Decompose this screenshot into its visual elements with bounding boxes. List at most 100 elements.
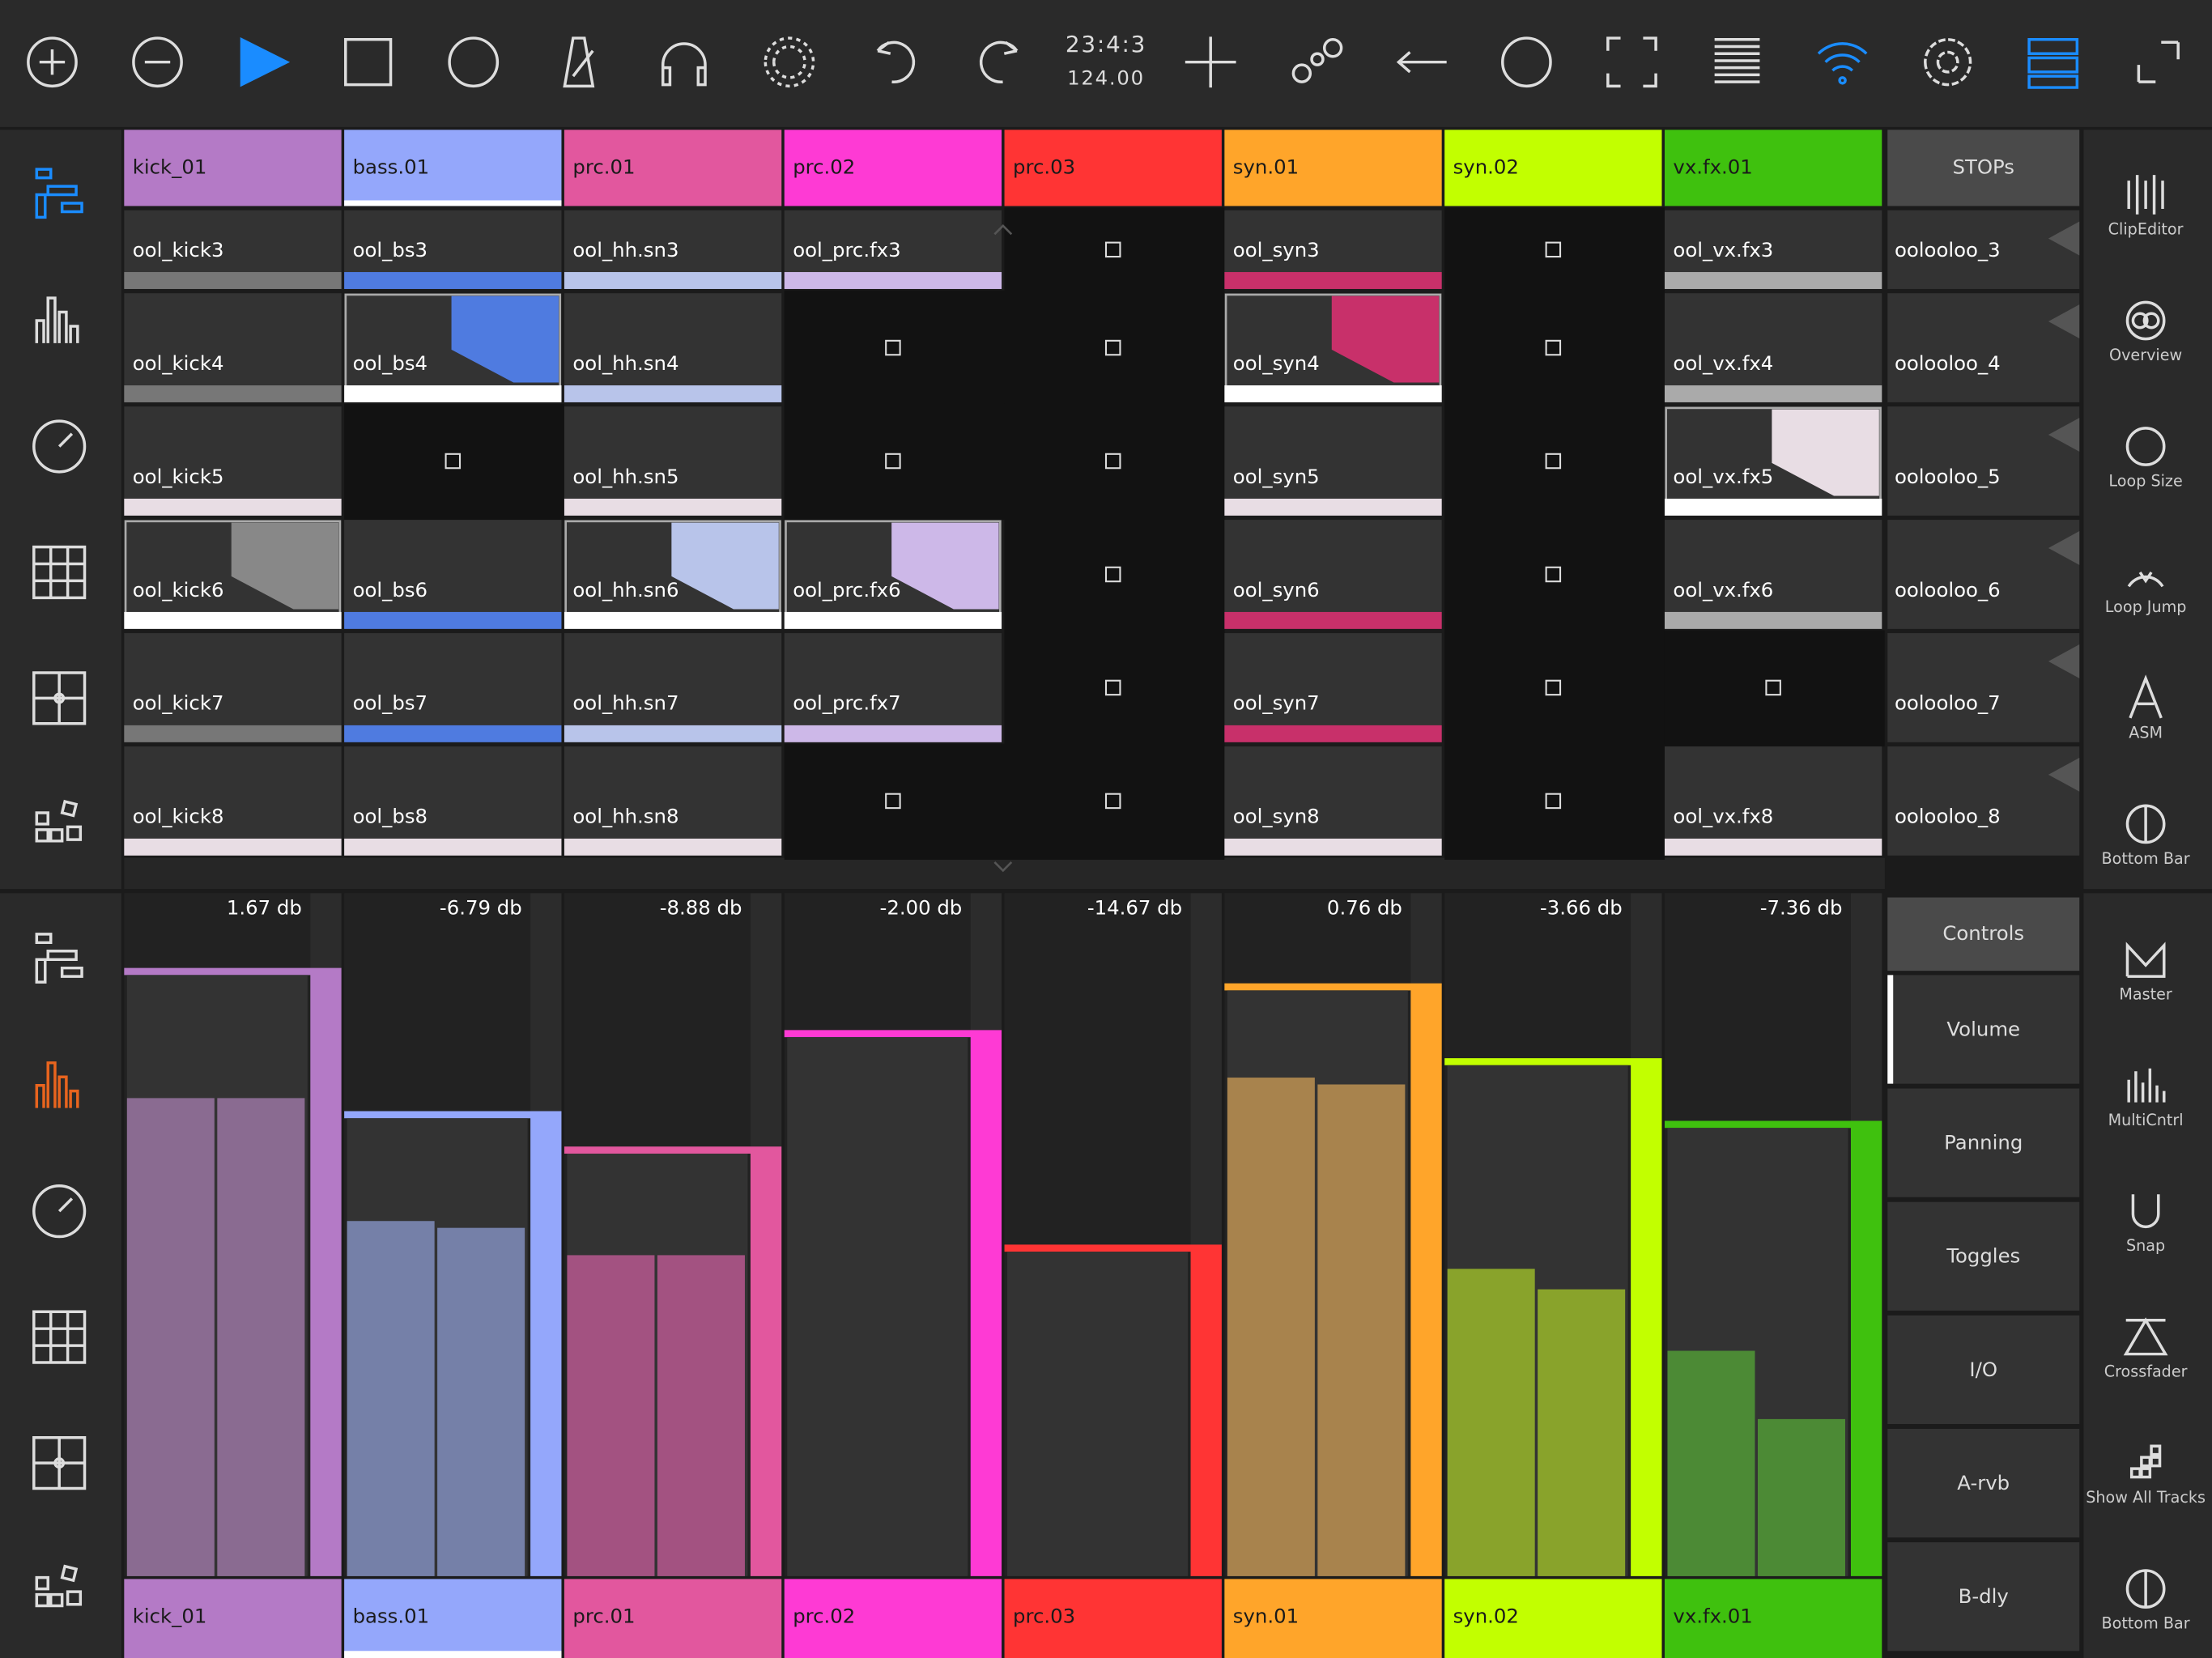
empty-slot[interactable]: [1004, 207, 1225, 294]
track-name[interactable]: syn.01: [1233, 155, 1299, 178]
clip-name[interactable]: ool_hh.sn3: [572, 238, 678, 261]
control-label[interactable]: Panning: [1944, 1131, 2023, 1154]
right-sidebar-icon[interactable]: [2127, 571, 2164, 588]
tempo[interactable]: 124.00: [1067, 66, 1145, 90]
right-sidebar-icon[interactable]: [2125, 804, 2166, 844]
clip-name[interactable]: ool_bs8: [353, 805, 428, 828]
slot-stop-button[interactable]: [1545, 679, 1562, 696]
slot-stop-button[interactable]: [885, 339, 901, 356]
stop-name[interactable]: oolooloo_3: [1895, 238, 2001, 261]
stops-header[interactable]: [1887, 130, 2080, 206]
toolbar-nodes[interactable]: [1291, 38, 1343, 83]
stop-cell[interactable]: [1887, 293, 2080, 402]
clip-name[interactable]: ool_hh.sn4: [572, 351, 678, 375]
right-sidebar-label[interactable]: Loop Size: [2108, 472, 2182, 491]
clip-name[interactable]: ool_hh.sn7: [572, 691, 678, 715]
right-sidebar-icon[interactable]: [2125, 1569, 2166, 1609]
control-label[interactable]: Volume: [1946, 1017, 2020, 1040]
fader[interactable]: [1664, 1120, 1882, 1576]
fader[interactable]: [784, 1030, 1002, 1576]
controls-header[interactable]: [1887, 897, 2080, 971]
sidebar-xy-view[interactable]: [32, 1436, 87, 1490]
slot-stop-button[interactable]: [1104, 241, 1121, 258]
clip-name[interactable]: ool_kick6: [133, 578, 224, 602]
track-header[interactable]: [784, 130, 1002, 206]
track-header[interactable]: [1004, 130, 1222, 206]
track-header[interactable]: [124, 130, 342, 206]
toolbar-list[interactable]: [1714, 38, 1760, 83]
clip-name[interactable]: ool_bs4: [353, 351, 428, 375]
stop-cell[interactable]: [1887, 746, 2080, 856]
right-sidebar-label[interactable]: ClipEditor: [2108, 220, 2184, 239]
right-sidebar-label[interactable]: Loop Jump: [2105, 597, 2187, 616]
stop-name[interactable]: oolooloo_5: [1895, 465, 2001, 488]
clip-name[interactable]: ool_prc.fx7: [793, 691, 900, 715]
control-button[interactable]: [1887, 1428, 2080, 1538]
clip[interactable]: [564, 406, 782, 516]
stop-arrow[interactable]: [2048, 304, 2080, 338]
track-footer[interactable]: [564, 1579, 782, 1658]
sidebar-dial-view[interactable]: [32, 419, 87, 474]
clip-name[interactable]: ool_kick5: [133, 465, 224, 488]
sidebar-scatter-view[interactable]: [35, 799, 83, 843]
clip-name[interactable]: ool_kick7: [133, 691, 224, 715]
clip[interactable]: [344, 746, 562, 856]
right-sidebar-label[interactable]: Snap: [2126, 1236, 2165, 1255]
clip-name[interactable]: ool_kick8: [133, 805, 224, 828]
track-name[interactable]: prc.02: [793, 155, 855, 178]
toolbar-headphones[interactable]: [661, 42, 707, 87]
clip[interactable]: [1664, 520, 1882, 629]
track-name[interactable]: prc.01: [572, 155, 635, 178]
empty-slot[interactable]: [1444, 207, 1665, 294]
control-label[interactable]: Toggles: [1946, 1244, 2020, 1268]
clip-name[interactable]: ool_vx.fx8: [1673, 805, 1773, 828]
control-label[interactable]: A-rvb: [1957, 1471, 2010, 1494]
clip[interactable]: [1224, 520, 1442, 629]
clip-name[interactable]: ool_kick3: [133, 238, 224, 261]
clip[interactable]: [564, 633, 782, 742]
toolbar-play[interactable]: [240, 36, 291, 87]
sidebar-tracks-view[interactable]: [35, 933, 83, 984]
empty-slot[interactable]: [1004, 630, 1225, 747]
stop-arrow[interactable]: [2048, 757, 2080, 792]
toolbar-back[interactable]: [1396, 51, 1447, 74]
track-footer[interactable]: [1224, 1579, 1442, 1658]
control-label[interactable]: I/O: [1969, 1358, 1997, 1381]
slot-stop-button[interactable]: [1104, 339, 1121, 356]
track-name[interactable]: syn.02: [1453, 1604, 1519, 1627]
clip-name[interactable]: ool_vx.fx3: [1673, 238, 1773, 261]
clip-name[interactable]: ool_bs7: [353, 691, 428, 715]
track-footer[interactable]: [344, 1579, 562, 1658]
track-footer[interactable]: [1444, 1579, 1662, 1658]
track-name[interactable]: prc.03: [1013, 1604, 1075, 1627]
slot-stop-button[interactable]: [885, 793, 901, 810]
clip[interactable]: [564, 293, 782, 402]
track-name[interactable]: prc.01: [572, 1604, 635, 1627]
fader[interactable]: [1004, 1244, 1222, 1576]
empty-slot[interactable]: [1004, 517, 1225, 634]
sidebar-dial-view[interactable]: [32, 1184, 87, 1239]
stop-arrow[interactable]: [2048, 221, 2080, 256]
controls-title[interactable]: Controls: [1942, 921, 2024, 945]
slot-stop-button[interactable]: [1545, 339, 1562, 356]
toolbar-layout[interactable]: [2027, 38, 2079, 89]
track-name[interactable]: vx.fx.01: [1673, 155, 1752, 178]
clip-name[interactable]: ool_syn7: [1233, 691, 1320, 715]
clip-name[interactable]: ool_hh.sn6: [572, 578, 678, 602]
clip[interactable]: [124, 293, 342, 402]
slot-stop-button[interactable]: [1104, 793, 1121, 810]
track-name[interactable]: prc.03: [1013, 155, 1075, 178]
slot-stop-button[interactable]: [885, 453, 901, 470]
empty-slot[interactable]: [784, 743, 1005, 860]
clip[interactable]: [1224, 406, 1442, 516]
sidebar-xy-view[interactable]: [32, 671, 87, 725]
control-button[interactable]: [1887, 1315, 2080, 1425]
clip[interactable]: [1664, 293, 1882, 402]
control-button[interactable]: [1887, 975, 2080, 1084]
clip-name[interactable]: ool_syn3: [1233, 238, 1320, 261]
stop-arrow[interactable]: [2048, 531, 2080, 565]
control-button[interactable]: [1887, 1088, 2080, 1197]
control-button[interactable]: [1887, 1201, 2080, 1311]
toolbar-metronome[interactable]: [563, 36, 595, 88]
clip-name[interactable]: ool_vx.fx4: [1673, 351, 1773, 375]
